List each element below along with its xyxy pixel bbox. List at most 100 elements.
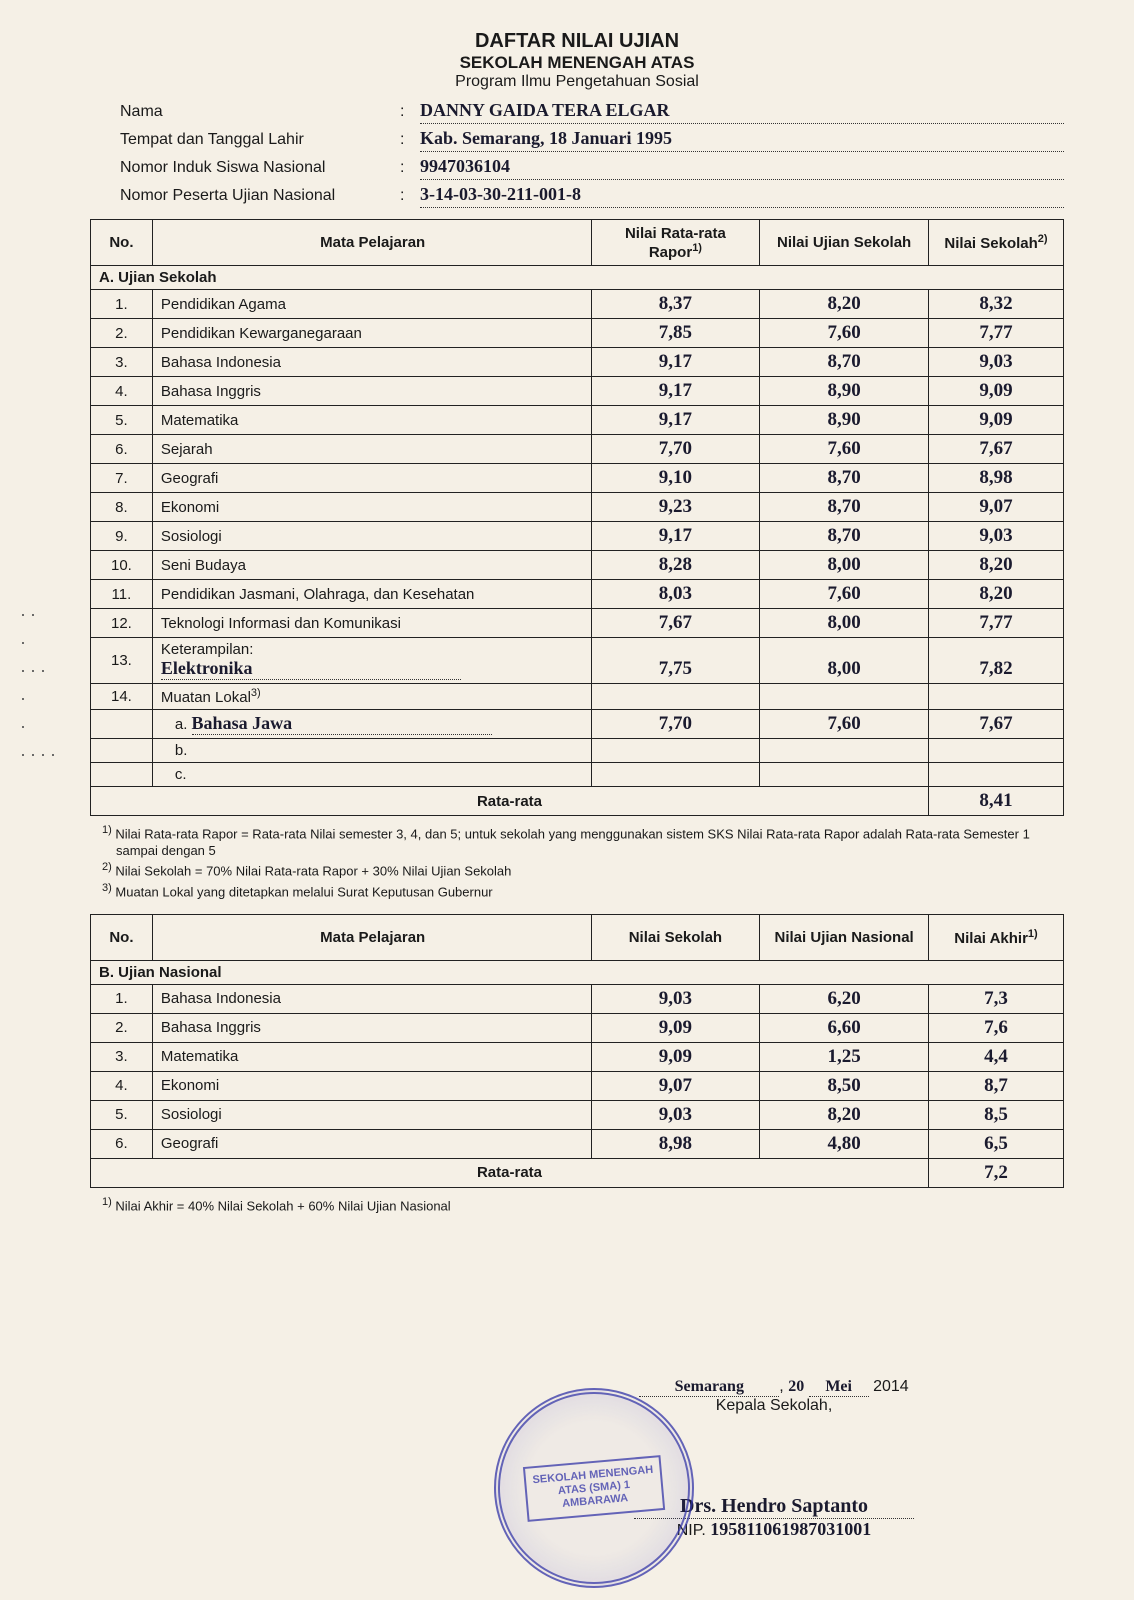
sig-month: Mei <box>809 1378 869 1397</box>
footnotes-a: 1) Nilai Rata-rata Rapor = Rata-rata Nil… <box>102 822 1064 900</box>
table-row: 7.Geografi9,108,708,98 <box>91 464 1064 493</box>
mulok-a-value: Bahasa Jawa <box>192 713 492 735</box>
cell-no: 5. <box>91 406 153 435</box>
table-row: 11.Pendidikan Jasmani, Olahraga, dan Kes… <box>91 580 1064 609</box>
cell-no: 1. <box>91 984 153 1013</box>
cell-subject: Sosiologi <box>152 522 591 551</box>
cell-v2: 8,20 <box>760 1100 929 1129</box>
sig-day: 20 <box>788 1378 804 1395</box>
info-colon: : <box>400 183 420 209</box>
cell-v2: 6,60 <box>760 1013 929 1042</box>
cell-no: 4. <box>91 1071 153 1100</box>
student-info: Nama:DANNY GAIDA TERA ELGARTempat dan Ta… <box>120 97 1064 209</box>
cell-v3: 9,03 <box>928 522 1063 551</box>
cell-v3: 8,98 <box>928 464 1063 493</box>
table-row: 1.Bahasa Indonesia9,036,207,3 <box>91 984 1064 1013</box>
cell-no: 2. <box>91 1013 153 1042</box>
cell-no: 12. <box>91 609 153 638</box>
info-value: 3-14-03-30-211-001-8 <box>420 181 1064 208</box>
mulok-a: a. Bahasa Jawa <box>152 710 591 739</box>
nip-value: 195811061987031001 <box>710 1519 871 1539</box>
table-b-average: Rata-rata7,2 <box>91 1158 1064 1187</box>
cell-v2: 6,20 <box>760 984 929 1013</box>
table-a-average: Rata-rata8,41 <box>91 787 1064 816</box>
table-ujian-nasional: No.Mata PelajaranNilai SekolahNilai Ujia… <box>90 914 1064 1188</box>
footnote: 1) Nilai Akhir = 40% Nilai Sekolah + 60%… <box>102 1194 1064 1214</box>
cell-subject: Keterampilan:Elektronika <box>152 638 591 684</box>
table-row: 8.Ekonomi9,238,709,07 <box>91 493 1064 522</box>
cell-v2: 8,00 <box>760 609 929 638</box>
cell-v1: 7,70 <box>591 435 760 464</box>
cell-v3: 8,20 <box>928 551 1063 580</box>
cell-v1: 9,17 <box>591 377 760 406</box>
cell-v2: 1,25 <box>760 1042 929 1071</box>
table-ujian-sekolah: No.Mata PelajaranNilai Rata-rata Rapor1)… <box>90 219 1064 816</box>
cell-subject: Geografi <box>152 464 591 493</box>
punch-hole-marks: ············ <box>20 600 60 768</box>
table-row: 5.Sosiologi9,038,208,5 <box>91 1100 1064 1129</box>
info-value: Kab. Semarang, 18 Januari 1995 <box>420 125 1064 152</box>
cell-v3: 7,3 <box>928 984 1063 1013</box>
cell-v2: 7,60 <box>760 435 929 464</box>
th-no: No. <box>91 914 153 960</box>
cell-v3: 6,5 <box>928 1129 1063 1158</box>
info-value: DANNY GAIDA TERA ELGAR <box>420 97 1064 124</box>
info-label: Nomor Peserta Ujian Nasional <box>120 183 400 209</box>
info-label: Nama <box>120 99 400 125</box>
info-row: Tempat dan Tanggal Lahir:Kab. Semarang, … <box>120 125 1064 153</box>
cell-v3: 9,07 <box>928 493 1063 522</box>
cell-v1: 9,17 <box>591 406 760 435</box>
cell-v3: 7,6 <box>928 1013 1063 1042</box>
cell-v1: 9,03 <box>591 984 760 1013</box>
cell-v2: 8,90 <box>760 377 929 406</box>
cell-v1: 9,23 <box>591 493 760 522</box>
footnotes-b: 1) Nilai Akhir = 40% Nilai Sekolah + 60%… <box>102 1194 1064 1214</box>
table-row: 5.Matematika9,178,909,09 <box>91 406 1064 435</box>
table-row-muatan-lokal: 14.Muatan Lokal3) <box>91 684 1064 710</box>
table-row: 4.Bahasa Inggris9,178,909,09 <box>91 377 1064 406</box>
cell-v1: 7,67 <box>591 609 760 638</box>
cell-v2: 7,60 <box>760 710 929 739</box>
cell-v2: 8,70 <box>760 348 929 377</box>
cell-subject: Matematika <box>152 406 591 435</box>
sig-place: Semarang <box>639 1378 779 1397</box>
cell-v3: 9,09 <box>928 406 1063 435</box>
cell-v3: 9,09 <box>928 377 1063 406</box>
info-colon: : <box>400 99 420 125</box>
cell-v1: 8,98 <box>591 1129 760 1158</box>
cell-subject: Ekonomi <box>152 1071 591 1100</box>
table-row: 4.Ekonomi9,078,508,7 <box>91 1071 1064 1100</box>
footnote: 2) Nilai Sekolah = 70% Nilai Rata-rata R… <box>102 859 1064 879</box>
cell-v1: 9,10 <box>591 464 760 493</box>
footnote: 1) Nilai Rata-rata Rapor = Rata-rata Nil… <box>102 822 1064 859</box>
section-a-label: A. Ujian Sekolah <box>91 266 1064 290</box>
title-sub: SEKOLAH MENENGAH ATAS <box>90 53 1064 73</box>
avg-value: 7,2 <box>928 1158 1063 1187</box>
cell-v3: 8,20 <box>928 580 1063 609</box>
sig-year-suffix: 14 <box>891 1378 909 1395</box>
cell-v1: 7,70 <box>591 710 760 739</box>
cell-no: 6. <box>91 435 153 464</box>
cell-no: 4. <box>91 377 153 406</box>
cell-v2: 7,60 <box>760 580 929 609</box>
cell-subject: Bahasa Inggris <box>152 1013 591 1042</box>
cell-v1: 9,09 <box>591 1042 760 1071</box>
cell-no: 11. <box>91 580 153 609</box>
cell-no: 7. <box>91 464 153 493</box>
avg-label: Rata-rata <box>91 787 929 816</box>
cell-no: 13. <box>91 638 153 684</box>
info-row: Nomor Peserta Ujian Nasional:3-14-03-30-… <box>120 181 1064 209</box>
cell-v1: 7,75 <box>591 638 760 684</box>
th-no: No. <box>91 220 153 266</box>
table-row: 12.Teknologi Informasi dan Komunikasi7,6… <box>91 609 1064 638</box>
cell-subject: Teknologi Informasi dan Komunikasi <box>152 609 591 638</box>
cell-v2: 8,90 <box>760 406 929 435</box>
avg-label: Rata-rata <box>91 1158 929 1187</box>
table-row: 3.Bahasa Indonesia9,178,709,03 <box>91 348 1064 377</box>
cell-no: 1. <box>91 290 153 319</box>
title-main: DAFTAR NILAI UJIAN <box>90 30 1064 53</box>
th-ujian-nasional: Nilai Ujian Nasional <box>760 914 929 960</box>
cell-v2: 8,70 <box>760 464 929 493</box>
table-row-mulok-b: b. <box>91 739 1064 763</box>
th-subject: Mata Pelajaran <box>152 914 591 960</box>
